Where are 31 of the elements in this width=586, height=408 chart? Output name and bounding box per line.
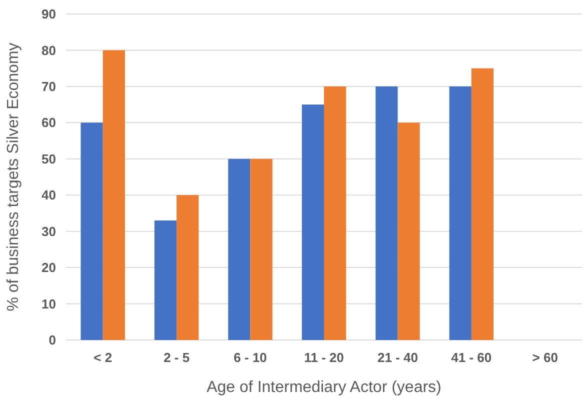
y-axis-title: % of business targets Silver Economy [5,42,22,312]
y-tick-label: 0 [48,332,56,348]
bar [324,86,346,340]
bar [398,122,420,340]
x-tick-label: > 60 [532,350,558,365]
y-tick-label: 50 [42,151,56,166]
y-tick-label: 90 [42,6,56,22]
y-tick-label: 40 [42,188,56,203]
y-tick-label: 60 [42,115,56,130]
y-tick-label: 20 [42,260,56,276]
bar [449,86,472,340]
bar [250,158,272,340]
y-tick-label: 80 [42,42,56,58]
bar [80,122,103,340]
y-tick-label: 10 [42,296,56,312]
bar [102,50,125,340]
x-tick-label: 11 - 20 [304,350,344,365]
bar [176,195,199,340]
bar [302,104,324,340]
y-tick-label: 70 [42,78,56,94]
bar [471,68,494,340]
y-tick-label: 30 [42,224,56,239]
x-axis-title: Age of Intermediary Actor (years) [206,379,442,396]
x-tick-label: < 2 [94,350,112,365]
bar [154,220,177,340]
x-tick-label: 21 - 40 [377,350,418,365]
x-tick-label: 2 - 5 [164,350,190,365]
x-tick-label: 6 - 10 [234,350,267,365]
x-tick-label: 41 - 60 [451,350,492,365]
bar [376,86,398,340]
bar [228,158,250,340]
